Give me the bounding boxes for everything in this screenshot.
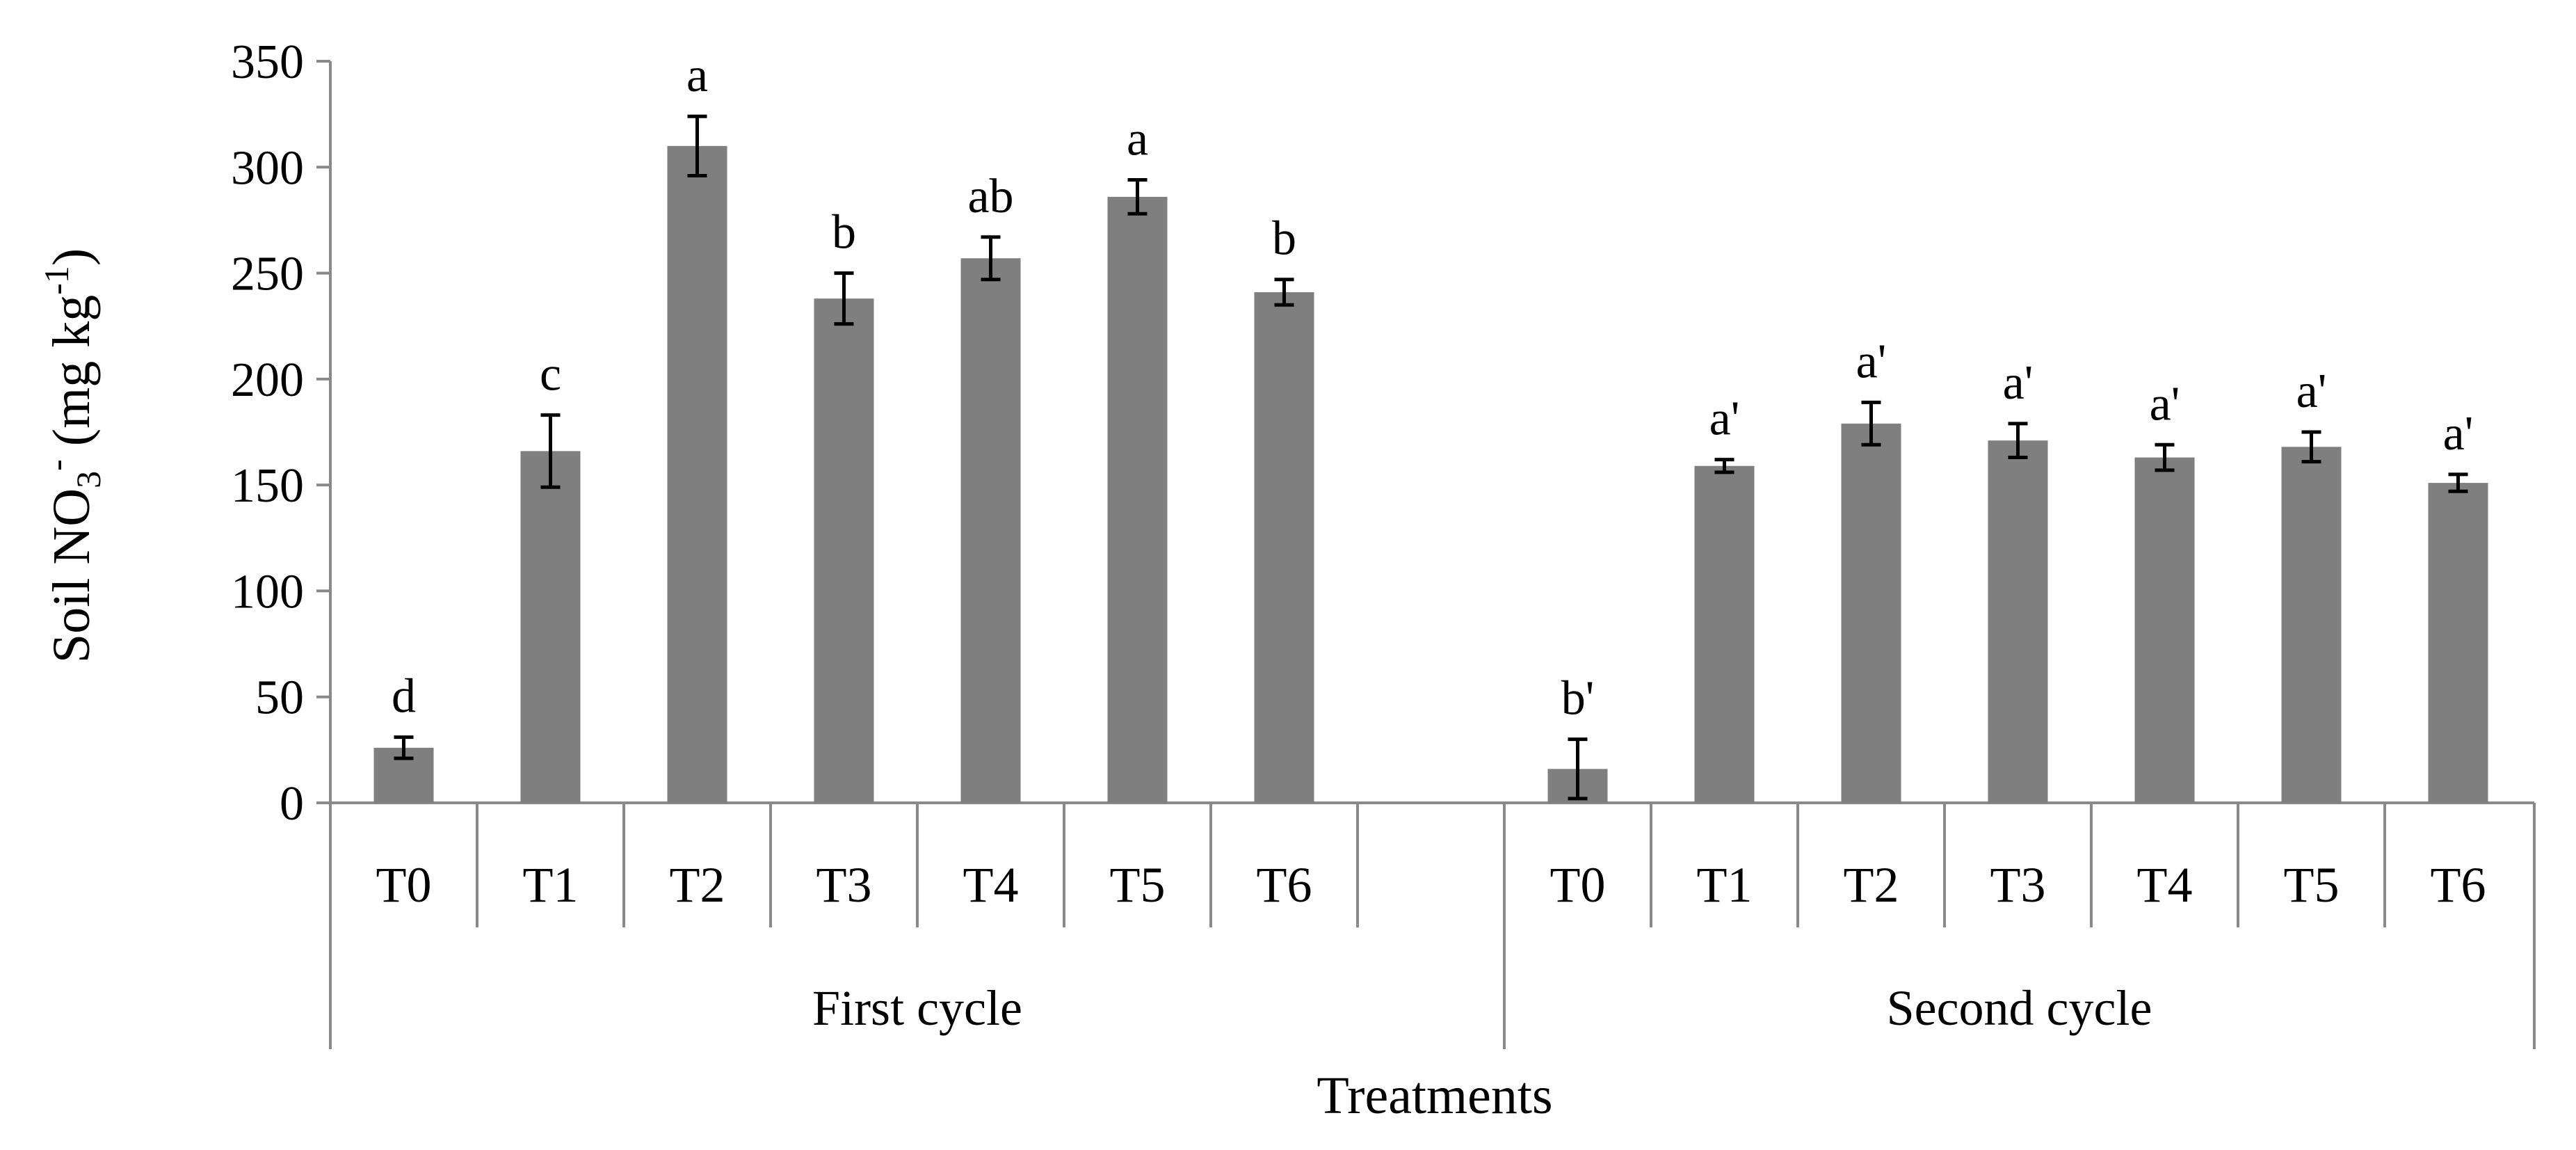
y-tick-label: 200 <box>231 353 304 407</box>
x-tick-label: T1 <box>523 857 579 913</box>
bar <box>1254 292 1314 803</box>
y-tick-label: 150 <box>231 459 304 513</box>
y-axis-title-end: ) <box>42 248 101 266</box>
y-tick-label: 300 <box>231 141 304 195</box>
significance-letter: a' <box>2443 407 2474 461</box>
x-group-label: Second cycle <box>1887 980 2152 1036</box>
y-tick-label: 50 <box>255 671 304 725</box>
x-tick-label: T3 <box>816 857 872 913</box>
y-axis-title-superscript-1: - <box>37 459 76 471</box>
bar <box>2281 447 2342 803</box>
x-tick-label: T6 <box>2431 857 2486 913</box>
significance-letter: c <box>540 348 561 401</box>
significance-letter: a' <box>2003 356 2034 410</box>
bar <box>1107 196 1168 803</box>
y-axis-title-units: (mg kg <box>42 295 101 459</box>
significance-letter: a' <box>2296 365 2327 418</box>
x-tick-label: T2 <box>670 857 725 913</box>
significance-letter: b' <box>1561 672 1595 726</box>
significance-letter: ab <box>967 170 1013 223</box>
x-tick-label: T5 <box>2284 857 2340 913</box>
x-tick-label: T5 <box>1110 857 1166 913</box>
y-tick-label: 250 <box>231 248 304 301</box>
y-axis-title-superscript-2: -1 <box>37 266 76 295</box>
y-tick-label: 0 <box>280 777 304 831</box>
bar <box>1841 423 1901 803</box>
chart-error-bars <box>394 114 2468 801</box>
x-group-label: First cycle <box>812 980 1022 1036</box>
x-tick-label: T0 <box>376 857 432 913</box>
bar <box>960 258 1021 803</box>
x-axis-title: Treatments <box>1317 1067 1552 1125</box>
x-tick-label: T1 <box>1697 857 1753 913</box>
chart-labels: First cycle d T0 c T1 a T2 b T3 ab T4 a T5 b T6 Second … <box>376 49 2486 1036</box>
chart-axes: 0 50 100 150 200 250 300 350 <box>231 35 2536 1049</box>
y-axis-title-main: Soil NO <box>42 488 101 663</box>
significance-letter: a' <box>2150 377 2180 431</box>
x-tick-label: T4 <box>963 857 1019 913</box>
bar <box>667 145 727 804</box>
bar <box>814 298 874 803</box>
x-tick-label: T4 <box>2137 857 2193 913</box>
x-tick-label: T3 <box>1990 857 2046 913</box>
x-tick-label: T2 <box>1844 857 1899 913</box>
bar <box>1694 465 1755 803</box>
y-axis-title-subscript: 3 <box>69 471 108 488</box>
x-tick-label: T0 <box>1550 857 1606 913</box>
bar <box>2134 457 2195 803</box>
significance-letter: a' <box>1856 335 1887 388</box>
significance-letter: d <box>392 670 416 724</box>
chart-bars <box>373 145 2488 804</box>
bar <box>2428 483 2488 803</box>
y-tick-label: 100 <box>231 565 304 618</box>
y-axis-title: Soil NO3- (mg kg-1) <box>37 248 108 663</box>
significance-letter: a' <box>1709 392 1740 446</box>
significance-letter: b <box>832 206 856 259</box>
bar <box>1988 440 2048 803</box>
significance-letter: a <box>686 49 708 102</box>
y-tick-label: 350 <box>231 35 304 89</box>
x-tick-label: T6 <box>1257 857 1312 913</box>
significance-letter: a <box>1127 113 1148 166</box>
bar <box>520 451 581 803</box>
significance-letter: b <box>1272 212 1296 266</box>
